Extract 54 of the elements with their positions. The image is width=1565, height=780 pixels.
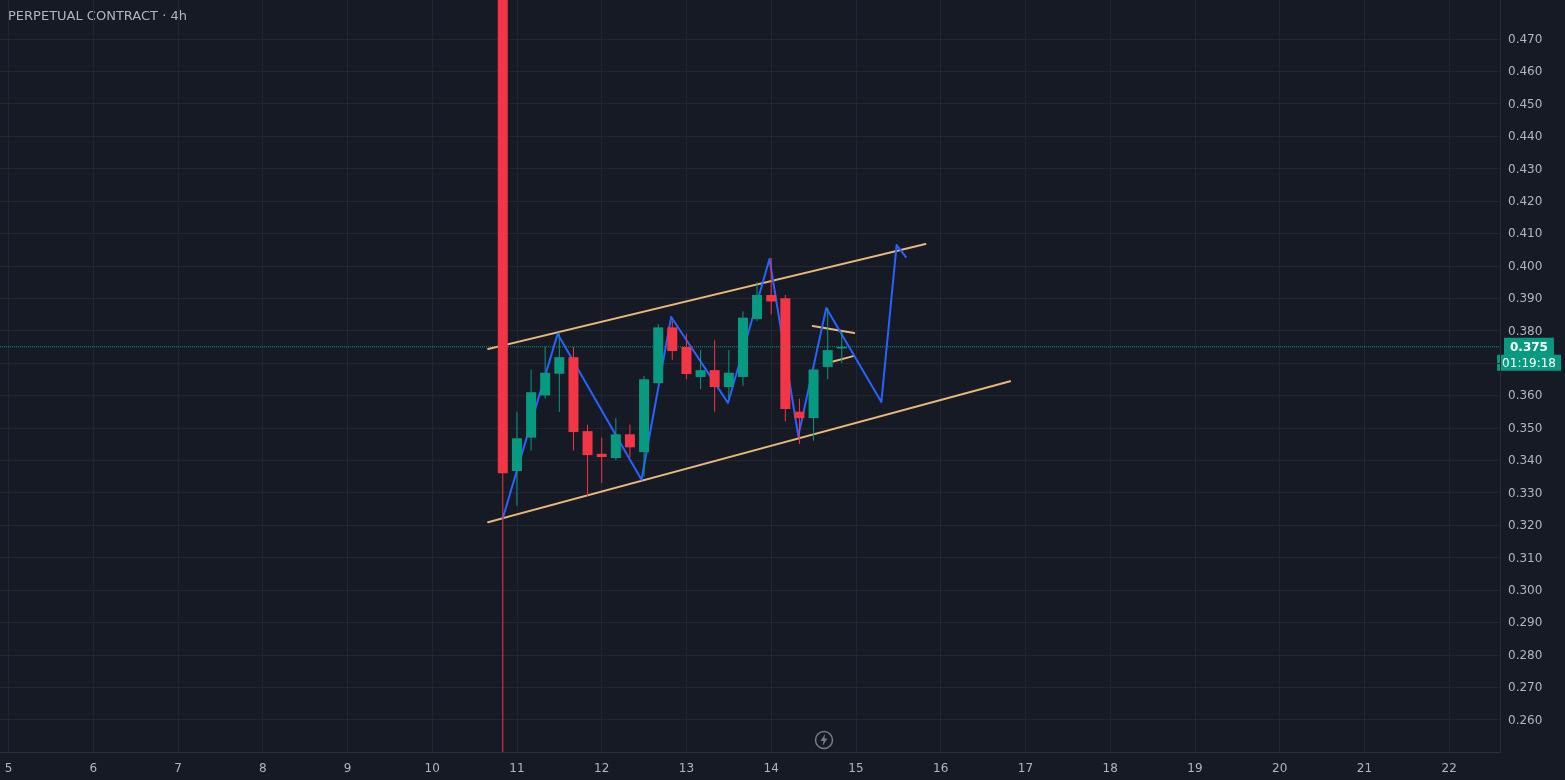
candlestick <box>752 281 763 322</box>
candlestick <box>596 437 607 484</box>
y-tick-label: 0.290 <box>1508 615 1543 630</box>
x-tick-label: 21 <box>1356 761 1373 775</box>
y-tick-label: 0.270 <box>1508 680 1543 695</box>
y-tick-label: 0.330 <box>1508 485 1543 500</box>
candlestick <box>582 424 593 497</box>
x-tick-label: 15 <box>848 761 864 775</box>
candlestick <box>794 398 805 445</box>
candlestick <box>667 320 678 361</box>
y-tick-label: 0.410 <box>1508 226 1543 241</box>
x-tick-label: 10 <box>424 761 440 775</box>
candlestick <box>695 349 706 390</box>
candlestick <box>723 349 734 400</box>
y-tick-label: 0.310 <box>1508 550 1543 565</box>
x-tick-label: 19 <box>1187 761 1203 775</box>
x-tick-label: 16 <box>933 761 949 775</box>
candlestick <box>610 417 621 461</box>
candlestick <box>766 257 777 315</box>
x-tick-label: 9 <box>343 761 352 775</box>
y-tick-label: 0.300 <box>1508 582 1543 597</box>
x-tick-label: 13 <box>678 761 695 775</box>
x-tick-label: 22 <box>1441 761 1457 775</box>
candlestick <box>709 339 720 413</box>
y-tick-label: 0.340 <box>1508 453 1543 468</box>
y-tick-label: 0.350 <box>1508 420 1543 435</box>
y-tick-label: 0.470 <box>1508 31 1543 46</box>
y-tick-label: 0.450 <box>1508 96 1543 111</box>
x-tick-label: 11 <box>509 761 525 775</box>
x-tick-label: 12 <box>594 761 610 775</box>
y-tick-label: 0.280 <box>1508 647 1543 662</box>
x-tick-label: 17 <box>1017 761 1034 775</box>
y-tick-label: 0.460 <box>1508 64 1543 79</box>
y-tick-label: 0.430 <box>1508 161 1543 176</box>
x-tick-label: 8 <box>258 761 267 775</box>
y-tick-label: 0.360 <box>1508 388 1543 403</box>
candlestick <box>624 424 635 458</box>
y-tick-label: 0.380 <box>1508 323 1543 338</box>
x-tick-label: 5 <box>4 761 13 775</box>
text: 01:19:18 <box>1502 355 1557 370</box>
x-tick-label: 7 <box>174 761 182 775</box>
y-tick-label: 0.390 <box>1508 291 1543 306</box>
ref-line-label: 0.375 <box>1510 339 1548 354</box>
x-tick-label: 6 <box>89 761 98 775</box>
x-tick-label: 18 <box>1102 761 1118 775</box>
y-tick-label: 0.440 <box>1508 129 1543 144</box>
y-tick-label: 0.400 <box>1508 258 1543 273</box>
x-tick-label: 14 <box>763 761 779 775</box>
y-tick-label: 0.320 <box>1508 518 1543 533</box>
y-tick-label: 0.260 <box>1508 712 1543 727</box>
candlestick <box>540 346 551 400</box>
x-tick-label: 20 <box>1272 761 1288 775</box>
text: PERPETUAL CONTRACT · 4h <box>8 8 187 23</box>
y-tick-label: 0.420 <box>1508 193 1543 208</box>
